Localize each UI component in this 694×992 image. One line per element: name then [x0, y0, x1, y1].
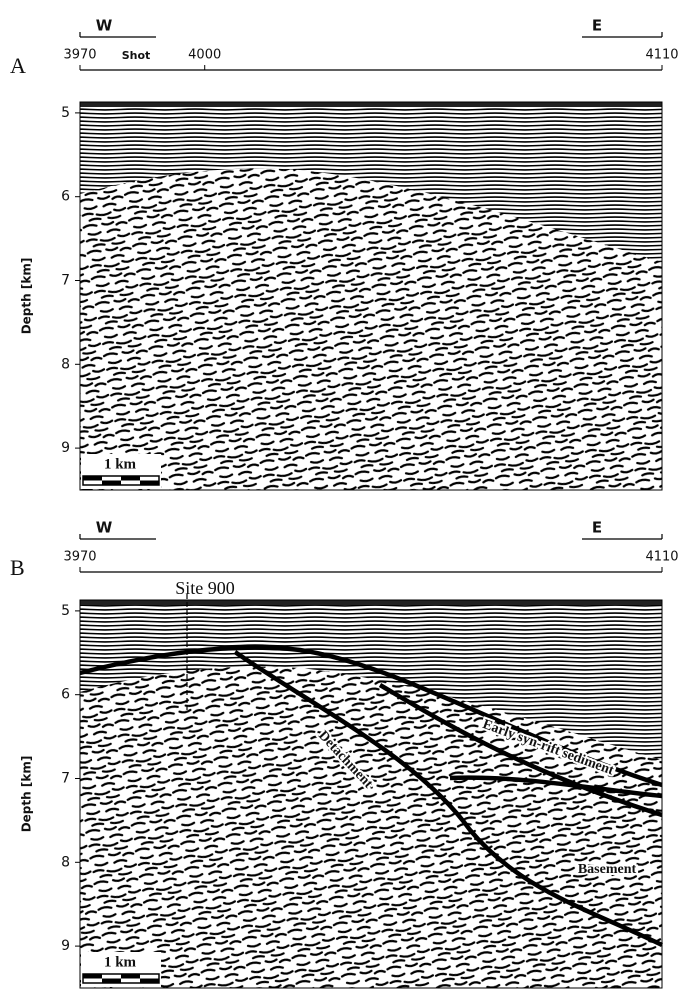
scale-bar-segment	[83, 476, 102, 481]
seismic-image	[80, 600, 662, 988]
y-tick-label: 8	[61, 854, 70, 870]
x-tick-label: 4110	[645, 48, 678, 63]
interpreted-horizon	[233, 650, 663, 948]
y-tick-label: 9	[61, 938, 70, 954]
scale-bar-label: 1 km	[104, 456, 137, 472]
east-label: E	[592, 519, 602, 537]
y-tick-label: 9	[61, 440, 70, 456]
interpreted-horizon	[378, 683, 663, 818]
site-label: Site 900	[175, 578, 235, 598]
image-frame	[79, 101, 663, 491]
y-tick-label: 7	[61, 272, 70, 288]
west-label: W	[96, 519, 113, 537]
scale-bar-segment	[121, 476, 140, 481]
scale-bar-label: 1 km	[104, 954, 137, 970]
scale-bar-segment	[102, 978, 121, 983]
y-tick-label: 8	[61, 356, 70, 372]
x-tick-label: 4110	[645, 550, 678, 565]
scale-bar-segment	[102, 480, 121, 485]
seismic-image	[80, 102, 662, 490]
east-label: E	[592, 17, 602, 35]
x-tick-label: 3970	[63, 550, 96, 565]
seafloor-band	[80, 102, 662, 107]
y-tick-label: 6	[61, 189, 70, 205]
panel-label: A	[10, 53, 26, 78]
y-axis-label: Depth [km]	[20, 756, 34, 833]
interpreted-horizon	[449, 775, 663, 799]
seafloor-band	[80, 600, 662, 605]
annotation: Basement	[578, 862, 637, 877]
interpreted-horizon	[79, 645, 663, 788]
y-axis-label: Depth [km]	[20, 258, 34, 335]
scale-bar-segment	[140, 978, 159, 983]
y-tick-label: 5	[61, 603, 70, 619]
scale-bar-segment	[140, 480, 159, 485]
scale-bar-segment	[121, 974, 140, 979]
stratified-sediment	[80, 600, 662, 760]
panel-label: B	[10, 555, 25, 580]
y-tick-label: 6	[61, 687, 70, 703]
y-tick-label: 5	[61, 105, 70, 121]
x-axis-label: Shot	[122, 49, 151, 62]
x-tick-label: 4000	[188, 48, 221, 63]
stratified-sediment	[80, 102, 662, 262]
west-label: W	[96, 17, 113, 35]
x-tick-label: 3970	[63, 48, 96, 63]
scale-bar-segment	[83, 974, 102, 979]
y-tick-label: 7	[61, 770, 70, 786]
